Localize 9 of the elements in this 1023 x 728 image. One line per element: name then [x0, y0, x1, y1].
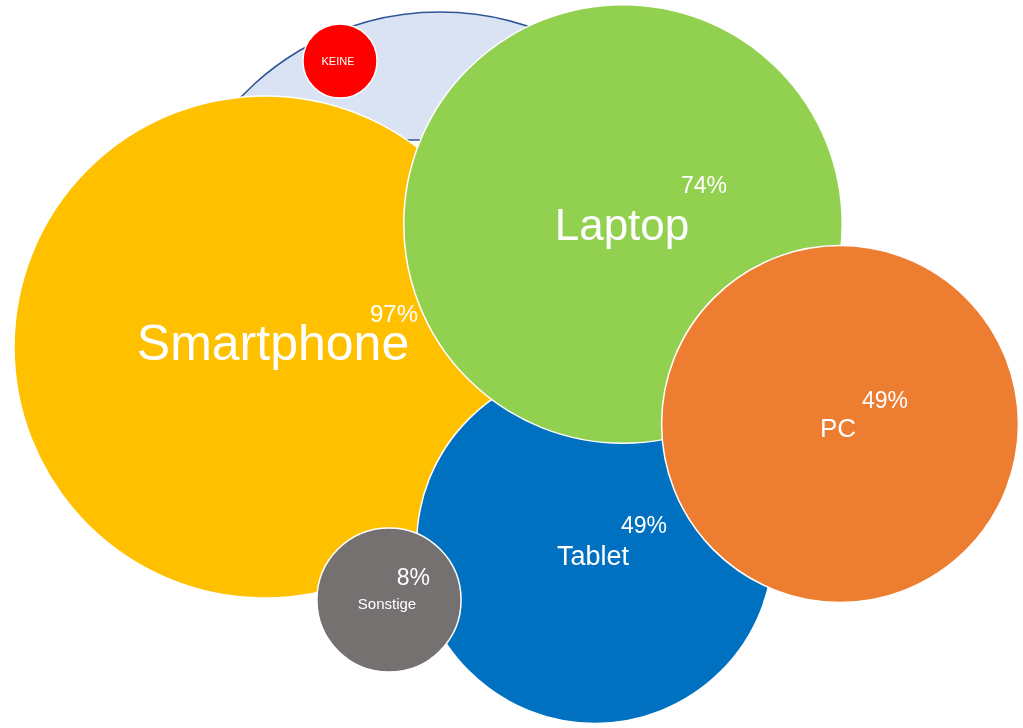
category-label: Sonstige [357, 595, 417, 612]
category-label: KEINE [321, 55, 355, 67]
data-label: 49% [861, 387, 908, 413]
data-label: 74% [680, 172, 727, 198]
category-label: Tablet [556, 541, 630, 571]
data-label: 49% [620, 512, 667, 538]
data-label: 8% [396, 564, 430, 590]
category-label: PC [819, 413, 857, 443]
category-label: Laptop [554, 200, 690, 249]
